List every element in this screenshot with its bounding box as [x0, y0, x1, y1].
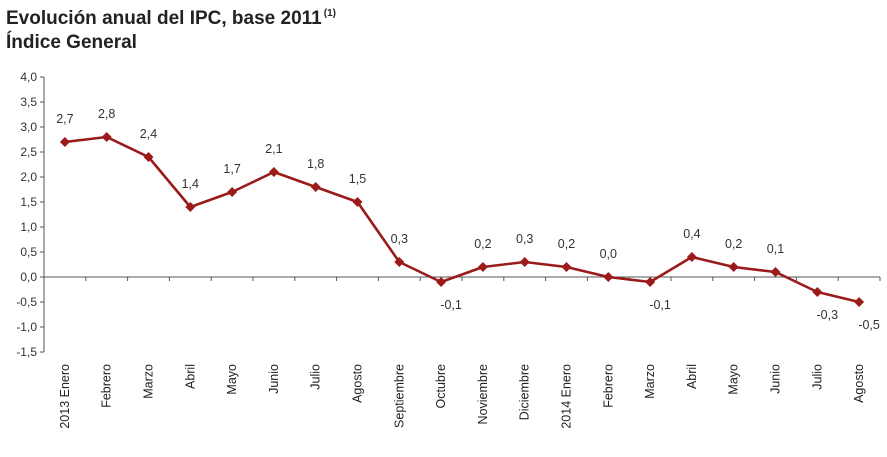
y-tick-label: 1,5 [20, 195, 37, 209]
data-label: 0,2 [558, 237, 575, 251]
data-label: 1,7 [223, 162, 240, 176]
x-category-label: Noviembre [476, 364, 490, 424]
data-label: 0,0 [600, 247, 617, 261]
y-tick-label: -0,5 [16, 295, 37, 309]
x-category-label: Junio [267, 364, 281, 394]
x-category-label: Mayo [225, 364, 239, 395]
y-tick-label: -1,5 [16, 345, 37, 359]
data-point [185, 202, 196, 212]
x-category-label: Abril [183, 364, 197, 389]
y-tick-label: 3,0 [20, 120, 37, 134]
y-tick-label: 1,0 [20, 220, 37, 234]
title-footnote-mark: (1) [323, 8, 336, 19]
data-label: -0,3 [817, 308, 839, 322]
data-label: 0,2 [474, 237, 491, 251]
data-point [436, 277, 447, 287]
data-point [101, 132, 112, 142]
x-category-label: Febrero [601, 364, 615, 408]
data-label: -0,1 [649, 298, 671, 312]
data-point [812, 287, 823, 297]
x-category-label: 2013 Enero [58, 364, 72, 429]
y-tick-label: 2,5 [20, 145, 37, 159]
x-category-label: Marzo [142, 364, 156, 399]
data-label: 0,3 [391, 232, 408, 246]
chart-title-block: Evolución anual del IPC, base 2011 (1) Ín… [6, 2, 336, 55]
data-point [59, 137, 70, 147]
data-point [227, 187, 238, 197]
data-label: 0,3 [516, 232, 533, 246]
data-point [645, 277, 656, 287]
data-label: 2,4 [140, 127, 157, 141]
y-tick-label: 0,5 [20, 245, 37, 259]
x-category-label: Marzo [643, 364, 657, 399]
x-category-label: Diciembre [518, 364, 532, 420]
x-category-label: Junio [769, 364, 783, 394]
data-point [561, 262, 572, 272]
data-point [352, 197, 363, 207]
x-category-label: Octubre [434, 364, 448, 409]
y-tick-label: 3,5 [20, 95, 37, 109]
y-tick-label: -1,0 [16, 320, 37, 334]
data-label: 2,8 [98, 107, 115, 121]
y-tick-label: 0,0 [20, 270, 37, 284]
y-tick-label: 4,0 [20, 70, 37, 84]
data-label: -0,5 [858, 318, 880, 332]
data-point [854, 297, 865, 307]
x-category-label: Julio [309, 364, 323, 390]
data-point [477, 262, 488, 272]
data-point [394, 257, 405, 267]
x-category-label: 2014 Enero [560, 364, 574, 429]
x-category-label: Abril [685, 364, 699, 389]
data-label: 2,1 [265, 142, 282, 156]
y-tick-label: 2,0 [20, 170, 37, 184]
data-point [686, 252, 697, 262]
data-point [603, 272, 614, 282]
data-label: 1,5 [349, 172, 366, 186]
x-category-label: Julio [810, 364, 824, 390]
data-label: 2,7 [56, 112, 73, 126]
chart-subtitle: Índice General [6, 32, 137, 53]
data-label: 1,4 [182, 177, 199, 191]
data-point [143, 152, 154, 162]
x-category-label: Agosto [852, 364, 866, 403]
x-category-label: Febrero [100, 364, 114, 408]
data-label: 0,1 [767, 242, 784, 256]
data-label: -0,1 [440, 298, 462, 312]
data-label: 0,2 [725, 237, 742, 251]
data-label: 0,4 [683, 227, 700, 241]
data-point [268, 167, 279, 177]
x-category-label: Mayo [727, 364, 741, 395]
x-category-label: Agosto [351, 364, 365, 403]
series-line [64, 135, 860, 304]
data-point [770, 267, 781, 277]
data-point [519, 257, 530, 267]
data-point [728, 262, 739, 272]
data-label: 1,8 [307, 157, 324, 171]
x-category-label: Septiembre [392, 364, 406, 428]
chart-title: Evolución anual del IPC, base 2011 (1) [6, 2, 336, 31]
data-point [310, 182, 321, 192]
chart-title-text: Evolución anual del IPC, base 2011 [6, 8, 322, 29]
